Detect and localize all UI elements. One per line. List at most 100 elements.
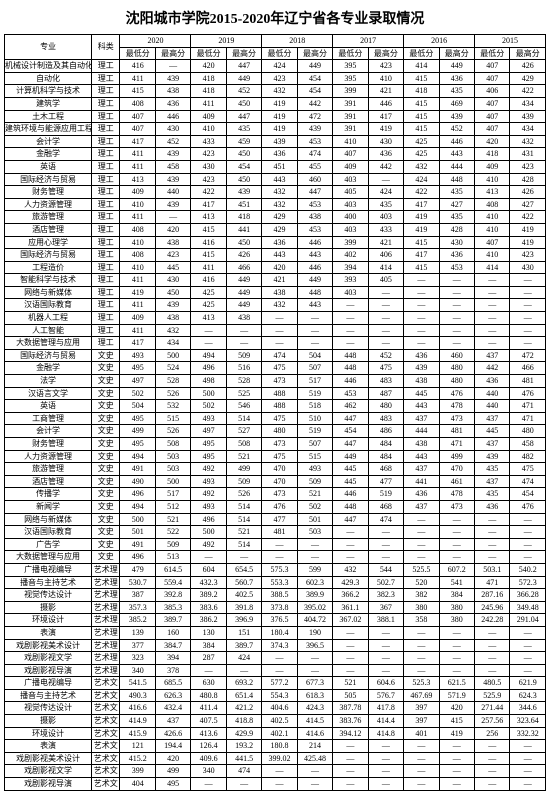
cell-major: 环境设计 xyxy=(5,727,92,740)
cell-category: 理工 xyxy=(92,97,120,110)
cell-value: 414 xyxy=(368,261,403,274)
cell-value: 475 xyxy=(510,463,546,476)
cell-value: 554.3 xyxy=(262,689,297,702)
cell-value: 422 xyxy=(510,85,546,98)
cell-value: 432 xyxy=(404,160,439,173)
cell-value: 454 xyxy=(226,160,261,173)
cell-value: 449 xyxy=(297,274,332,287)
cell-value: 419 xyxy=(510,236,546,249)
table-row: 国际经济与贸易理工4084234154264434434024064174364… xyxy=(5,249,546,262)
cell-value: 479 xyxy=(120,563,155,576)
cell-value: 517 xyxy=(155,488,190,501)
cell-value: 492 xyxy=(191,538,226,551)
cell-category: 文史 xyxy=(92,526,120,539)
cell-value: 507 xyxy=(297,362,332,375)
table-row: 视觉传达设计艺术理387392.8389.2402.5388.5389.9366… xyxy=(5,589,546,602)
cell-value: 394 xyxy=(155,652,190,665)
cell-value: 454 xyxy=(333,425,368,438)
cell-value: — xyxy=(297,538,332,551)
cell-value: 626.3 xyxy=(155,689,190,702)
cell-value: 214 xyxy=(297,740,332,753)
cell-value: 441.5 xyxy=(226,752,261,765)
cell-value: 462 xyxy=(333,400,368,413)
cell-value: 519 xyxy=(297,387,332,400)
cell-value: 624.3 xyxy=(510,689,546,702)
cell-value: — xyxy=(368,765,403,778)
cell-value: 366.28 xyxy=(510,589,546,602)
cell-value: 502 xyxy=(297,500,332,513)
cell-category: 艺术理 xyxy=(92,652,120,665)
table-row: 国际经济与贸易文史4935004945094745044484524364604… xyxy=(5,349,546,362)
cell-value: — xyxy=(368,324,403,337)
cell-value: 408 xyxy=(120,223,155,236)
cell-value: — xyxy=(510,538,546,551)
cell-value: 522 xyxy=(155,526,190,539)
cell-value: 475 xyxy=(262,412,297,425)
cell-value: 384 xyxy=(191,639,226,652)
cell-value: 423 xyxy=(262,72,297,85)
cell-value: — xyxy=(439,538,474,551)
cell-major: 机械设计制造及其自动化 xyxy=(5,60,92,73)
cell-value: 520 xyxy=(404,576,439,589)
cell-category: 文史 xyxy=(92,387,120,400)
cell-value: 387 xyxy=(120,589,155,602)
cell-major: 金融学 xyxy=(5,362,92,375)
cell-major: 戏剧影视美术设计 xyxy=(5,639,92,652)
cell-value: 451 xyxy=(226,198,261,211)
table-row: 戏剧影视导演艺术文404495—————————— xyxy=(5,778,546,791)
cell-value: 415 xyxy=(404,261,439,274)
col-year: 2020 xyxy=(120,35,191,48)
cell-value: 452 xyxy=(226,85,261,98)
cell-value: 439 xyxy=(262,135,297,148)
table-row: 自动化理工41143941844942345439541041543640742… xyxy=(5,72,546,85)
cell-value: 407 xyxy=(333,148,368,161)
cell-value: 438 xyxy=(155,85,190,98)
cell-value: 495 xyxy=(191,438,226,451)
cell-value: 432 xyxy=(333,563,368,576)
cell-value: 449 xyxy=(333,450,368,463)
cell-value: 677.3 xyxy=(297,677,332,690)
cell-value: 436 xyxy=(368,148,403,161)
cell-value: 614.5 xyxy=(155,563,190,576)
cell-value: 453 xyxy=(333,387,368,400)
cell-value: 453 xyxy=(297,135,332,148)
cell-value: 437 xyxy=(475,475,510,488)
cell-value: — xyxy=(475,740,510,753)
cell-value: 439 xyxy=(510,110,546,123)
cell-value: 443 xyxy=(262,173,297,186)
cell-value: 438 xyxy=(155,312,190,325)
cell-value: 436 xyxy=(475,375,510,388)
cell-value: 402.5 xyxy=(262,715,297,728)
cell-value: 460 xyxy=(297,173,332,186)
table-row: 表演艺术文121194.4126.4193.2180.8214—————— xyxy=(5,740,546,753)
table-row: 摄影艺术文414.9437407.5418.8402.5414.5383.764… xyxy=(5,715,546,728)
col-year: 2017 xyxy=(333,35,404,48)
cell-major: 表演 xyxy=(5,740,92,753)
cell-value: 419 xyxy=(510,223,546,236)
cell-value: — xyxy=(368,664,403,677)
cell-value: — xyxy=(226,324,261,337)
table-row: 汉语言文学文史502526500525488519453487445476440… xyxy=(5,387,546,400)
cell-value: 492 xyxy=(191,463,226,476)
cell-value: 421 xyxy=(368,85,403,98)
cell-value: 525 xyxy=(226,387,261,400)
cell-value: 453 xyxy=(297,223,332,236)
cell-category: 理工 xyxy=(92,261,120,274)
table-row: 新闻学文史49451249351447650244846843747343647… xyxy=(5,500,546,513)
cell-value: 486 xyxy=(368,425,403,438)
cell-value: 602.3 xyxy=(297,576,332,589)
cell-value: 402.5 xyxy=(226,589,261,602)
cell-value: — xyxy=(191,551,226,564)
cell-value: 436 xyxy=(404,488,439,501)
cell-major: 会计学 xyxy=(5,135,92,148)
cell-value: 409 xyxy=(191,110,226,123)
cell-value: 439 xyxy=(155,173,190,186)
cell-value: 496 xyxy=(191,513,226,526)
cell-category: 艺术理 xyxy=(92,576,120,589)
cell-value: 358 xyxy=(404,614,439,627)
cell-major: 工程造价 xyxy=(5,261,92,274)
cell-value: 433 xyxy=(368,223,403,236)
cell-value: — xyxy=(333,551,368,564)
cell-value: 438 xyxy=(404,375,439,388)
cell-value: 418 xyxy=(475,148,510,161)
